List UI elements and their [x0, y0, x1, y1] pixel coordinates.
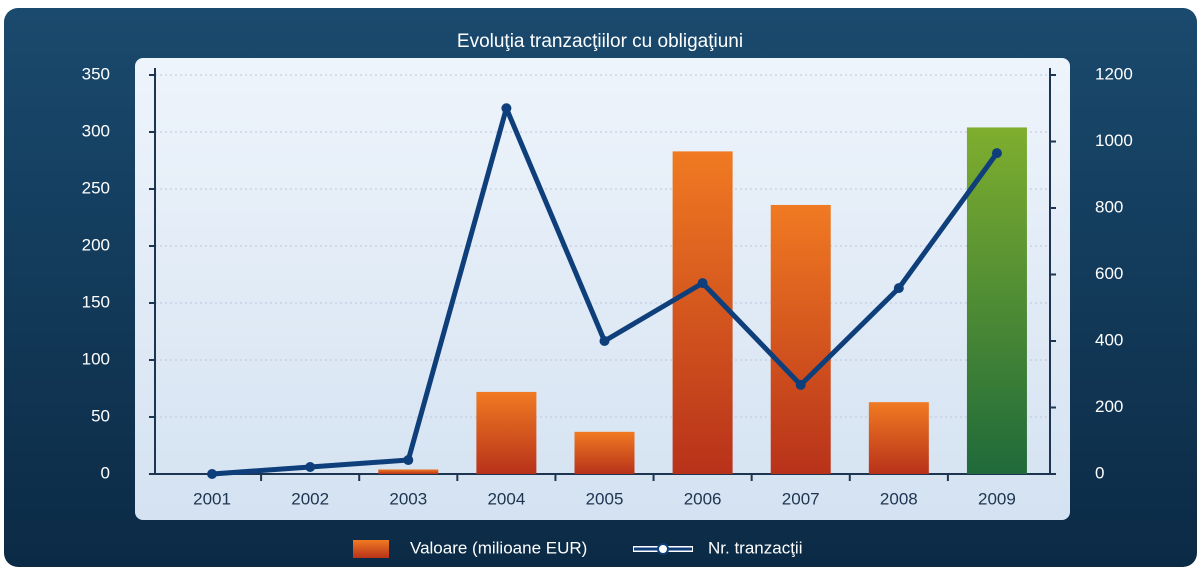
x-tick-label: 2008 — [880, 489, 918, 508]
y2-tick-label: 0 — [1095, 463, 1104, 482]
bar — [672, 151, 733, 474]
bar — [770, 204, 831, 474]
bar — [966, 127, 1027, 474]
y-tick-label: 50 — [91, 406, 110, 425]
y2-tick-label: 200 — [1095, 397, 1123, 416]
bar — [378, 469, 439, 474]
line-point — [697, 278, 708, 289]
line-point — [991, 148, 1002, 159]
x-tick-label: 2009 — [978, 489, 1016, 508]
x-tick-label: 2007 — [782, 489, 820, 508]
bar — [476, 391, 537, 474]
legend-label: Nr. tranzacţii — [708, 538, 802, 557]
line-point — [403, 455, 414, 466]
x-tick-label: 2005 — [586, 489, 624, 508]
y2-tick-label: 400 — [1095, 330, 1123, 349]
bar — [868, 402, 929, 474]
line-point — [501, 103, 512, 114]
x-tick-label: 2002 — [291, 489, 329, 508]
y-tick-label: 0 — [101, 463, 110, 482]
line-point — [207, 469, 218, 479]
x-tick-label: 2001 — [193, 489, 231, 508]
y-tick-label: 150 — [82, 292, 110, 311]
line-point — [795, 379, 806, 390]
y-tick-label: 300 — [82, 121, 110, 140]
y-tick-label: 250 — [82, 178, 110, 197]
y2-tick-label: 1200 — [1095, 64, 1133, 83]
chart-title: Evoluţia tranzacţiilor cu obligaţiuni — [457, 31, 743, 52]
plot-panel — [135, 58, 1070, 520]
bar — [574, 431, 635, 474]
line-point — [893, 283, 904, 294]
legend-label: Valoare (milioane EUR) — [410, 538, 587, 557]
y2-tick-label: 1000 — [1095, 131, 1133, 150]
y2-tick-label: 600 — [1095, 264, 1123, 283]
x-tick-label: 2004 — [487, 489, 525, 508]
y-tick-label: 350 — [82, 64, 110, 83]
x-tick-label: 2003 — [389, 489, 427, 508]
line-point — [599, 336, 610, 346]
y-tick-label: 100 — [82, 349, 110, 368]
x-tick-label: 2006 — [684, 489, 722, 508]
y2-tick-label: 800 — [1095, 197, 1123, 216]
line-point — [305, 462, 316, 473]
legend-swatch — [657, 543, 669, 555]
legend-swatch — [353, 540, 389, 558]
y-tick-label: 200 — [82, 235, 110, 254]
